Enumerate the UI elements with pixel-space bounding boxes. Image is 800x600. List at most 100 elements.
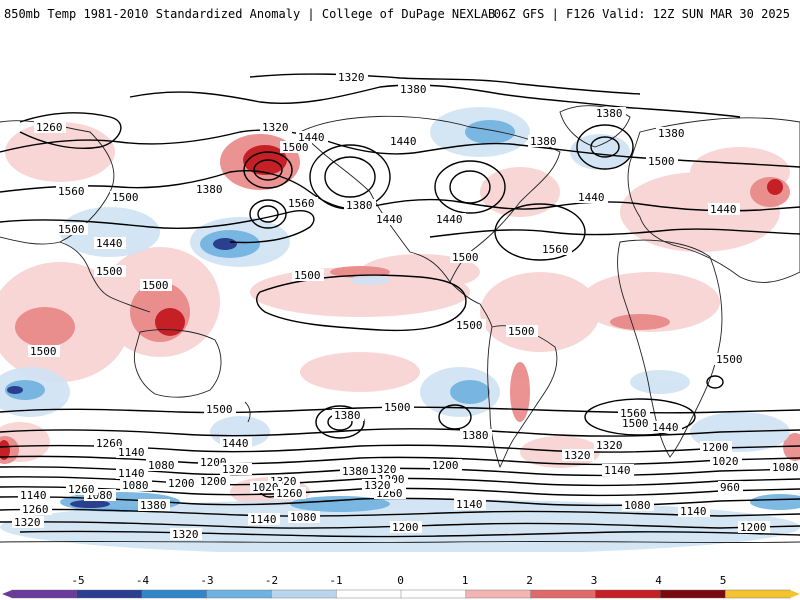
contour-label: 1260 (66, 483, 98, 496)
svg-text:1200: 1200 (200, 475, 227, 488)
svg-text:1500: 1500 (96, 265, 123, 278)
svg-text:1140: 1140 (456, 498, 483, 511)
contour-label: 1560 (618, 407, 650, 420)
contour-label: 1440 (576, 191, 608, 204)
colorbar-tick-label: -3 (200, 574, 213, 587)
contour-label: 1320 (368, 463, 400, 476)
contour-label: 1380 (594, 107, 626, 120)
contour-label: 1200 (166, 477, 198, 490)
colorbar-tick-label: 4 (655, 574, 662, 587)
contour-label: 1500 (382, 401, 414, 414)
svg-text:1080: 1080 (122, 479, 149, 492)
contour-label: 1140 (678, 505, 710, 518)
contour-label: 1260 (274, 487, 306, 500)
svg-text:1260: 1260 (276, 487, 303, 500)
svg-text:1260: 1260 (96, 437, 123, 450)
colorbar-swatch (141, 589, 208, 599)
map-panel[interactable]: 1320 1380 1380 1260 1320 1440 1500 1440 1380 1380… (0, 72, 800, 552)
svg-text:1200: 1200 (200, 456, 227, 469)
contour-label: 1500 (714, 353, 746, 366)
svg-text:1140: 1140 (118, 467, 145, 480)
svg-text:1200: 1200 (168, 477, 195, 490)
contour-label: 1380 (138, 499, 170, 512)
svg-text:1440: 1440 (298, 131, 325, 144)
svg-text:1500: 1500 (58, 223, 85, 236)
colorbar-swatch (76, 589, 143, 599)
svg-text:1200: 1200 (392, 521, 419, 534)
contour-label: 1140 (116, 467, 148, 480)
svg-text:1080: 1080 (772, 461, 799, 474)
svg-text:1320: 1320 (338, 72, 365, 84)
contour-label: 1320 (362, 479, 394, 492)
contour-label: 1140 (602, 464, 634, 477)
svg-text:1500: 1500 (716, 353, 743, 366)
svg-text:1440: 1440 (222, 437, 249, 450)
svg-text:1500: 1500 (456, 319, 483, 332)
contour-label: 1500 (94, 265, 126, 278)
colorbar-swatch (206, 589, 273, 599)
contour-label: 1140 (18, 489, 50, 502)
colorbar-swatch (595, 589, 662, 599)
colorbar-swatch (724, 589, 791, 599)
contour-label: 1260 (20, 503, 52, 516)
svg-text:1320: 1320 (370, 463, 397, 476)
contour-label: 1500 (454, 319, 486, 332)
svg-text:1380: 1380 (596, 107, 623, 120)
contour-label: 1200 (738, 521, 770, 534)
svg-text:1500: 1500 (452, 251, 479, 264)
svg-text:960: 960 (720, 481, 740, 494)
svg-text:1020: 1020 (712, 455, 739, 468)
svg-text:1260: 1260 (36, 121, 63, 134)
contour-label: 1380 (460, 429, 492, 442)
contour-label: 1320 (220, 463, 252, 476)
svg-text:1440: 1440 (578, 191, 605, 204)
svg-text:1440: 1440 (710, 203, 737, 216)
svg-text:1380: 1380 (140, 499, 167, 512)
model-run-info: 06Z GFS | F126 Valid: 12Z SUN MAR 30 202… (493, 7, 790, 21)
svg-text:1380: 1380 (346, 199, 373, 212)
colorbar-left-arrow (2, 590, 12, 598)
contour-label: 1080 (770, 461, 800, 474)
svg-text:1560: 1560 (58, 185, 85, 198)
contour-label: 1380 (656, 127, 688, 140)
colorbar-swatch (11, 589, 78, 599)
contour-label: 1080 (146, 459, 178, 472)
svg-text:1500: 1500 (294, 269, 321, 282)
contour-label: 1320 (12, 516, 44, 529)
svg-text:1380: 1380 (196, 183, 223, 196)
svg-text:1500: 1500 (142, 279, 169, 292)
svg-text:1380: 1380 (334, 409, 361, 422)
contour-label: 1440 (220, 437, 252, 450)
svg-text:1080: 1080 (148, 459, 175, 472)
svg-text:1140: 1140 (118, 446, 145, 459)
colorbar-tick-label: 2 (526, 574, 533, 587)
svg-text:1500: 1500 (508, 325, 535, 338)
svg-text:1200: 1200 (702, 441, 729, 454)
contour-label: 1560 (540, 243, 572, 256)
colorbar: -5 -4 -3 -2 -1 0 1 2 3 4 5 (0, 560, 800, 600)
colorbar-tick-label: 5 (720, 574, 727, 587)
colorbar-graphic: -5 -4 -3 -2 -1 0 1 2 3 4 5 (2, 574, 800, 599)
colorbar-tick-label: -5 (71, 574, 84, 587)
contour-label: 960 (718, 481, 743, 494)
svg-text:1320: 1320 (564, 449, 591, 462)
svg-text:1440: 1440 (436, 213, 463, 226)
contour-label: 1380 (528, 135, 560, 148)
svg-text:1320: 1320 (596, 439, 623, 452)
contour-label: 1320 (336, 72, 368, 84)
svg-text:1440: 1440 (376, 213, 403, 226)
contour-label: 1320 (562, 449, 594, 462)
svg-text:1560: 1560 (542, 243, 569, 256)
cool-anomaly-strong (7, 238, 237, 508)
contour-label: 1320 (170, 528, 202, 541)
contour-label: 1440 (434, 213, 466, 226)
svg-text:1320: 1320 (262, 121, 289, 134)
colorbar-swatch (530, 589, 597, 599)
svg-text:1500: 1500 (384, 401, 411, 414)
contour-label: 1500 (204, 403, 236, 416)
contour-label: 1320 (260, 121, 292, 134)
contour-label: 1500 (56, 223, 88, 236)
svg-text:1380: 1380 (658, 127, 685, 140)
svg-text:1260: 1260 (68, 483, 95, 496)
